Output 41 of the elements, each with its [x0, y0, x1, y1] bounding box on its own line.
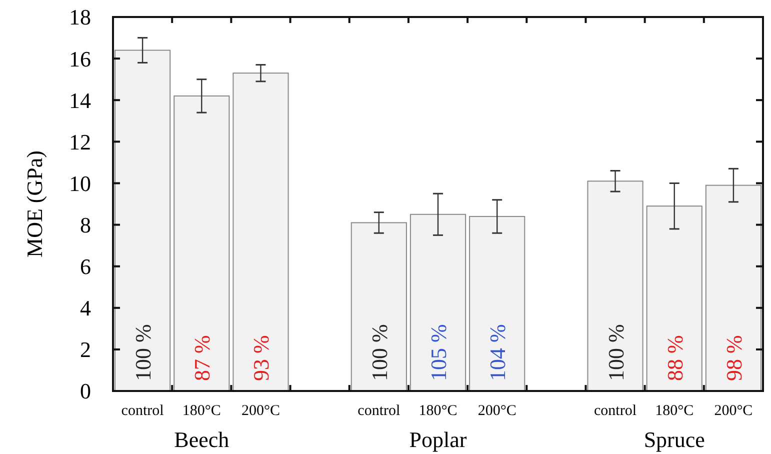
- bar: [587, 180, 644, 392]
- annotation: 100 %: [603, 324, 628, 381]
- y-tick-label: 14: [69, 88, 91, 113]
- annotation: 105 %: [426, 324, 451, 381]
- bar: [705, 184, 762, 392]
- series-label: 180°C: [182, 403, 221, 419]
- annotation: 98 %: [721, 335, 746, 381]
- y-tick-label: 6: [80, 254, 91, 280]
- series-label: 200°C: [241, 403, 280, 419]
- y-tick-label: 16: [69, 46, 91, 72]
- text: control: [358, 403, 400, 419]
- bar: [350, 222, 407, 392]
- annotation: 93 %: [248, 335, 274, 381]
- y-tick-label: 12: [69, 129, 91, 154]
- y-tick-label: 0: [80, 378, 91, 404]
- y-tick-label: 2: [80, 337, 91, 362]
- y-tick-label: 18: [69, 4, 91, 30]
- y-tick-label: 10: [69, 170, 91, 196]
- text: 180°C: [655, 403, 694, 419]
- bar: [469, 216, 526, 392]
- annotation: 104 %: [485, 324, 510, 381]
- x-tick-label: Beech: [174, 427, 230, 452]
- bar: [174, 95, 230, 392]
- bar: [114, 50, 171, 392]
- y-tick-label: 4: [80, 296, 91, 321]
- text: 180°C: [418, 403, 458, 419]
- annotation: 100 %: [366, 324, 392, 381]
- bar: [410, 214, 466, 392]
- y-tick-label: 8: [80, 212, 91, 238]
- annotation: 88 %: [662, 335, 688, 381]
- y-axis-title: MOE (GPa): [22, 150, 47, 258]
- bar: [232, 72, 289, 392]
- text: control: [594, 403, 637, 419]
- annotation: 100 %: [130, 324, 156, 381]
- x-tick-label: Poplar: [409, 427, 468, 452]
- annotation: 87 %: [190, 335, 215, 381]
- x-tick-label: Spruce: [644, 427, 705, 452]
- text: 200°C: [478, 403, 516, 419]
- series-label: control: [121, 403, 164, 419]
- text: 200°C: [714, 403, 753, 419]
- bar: [646, 206, 702, 392]
